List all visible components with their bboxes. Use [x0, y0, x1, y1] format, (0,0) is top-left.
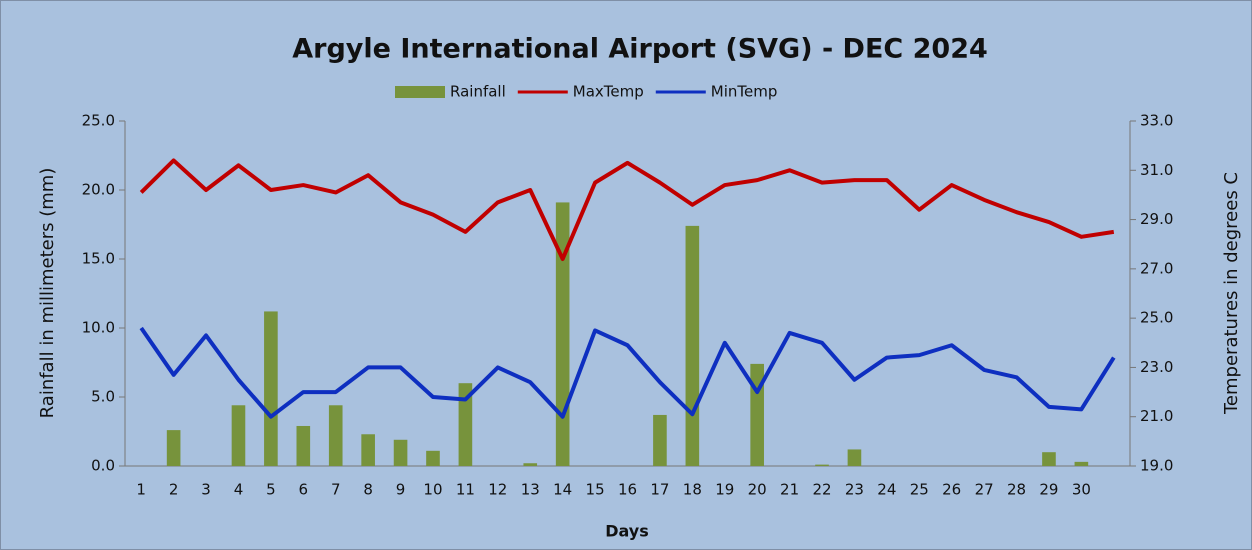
y-tick-label: 10.0 — [82, 319, 115, 337]
x-tick-label: 19 — [715, 481, 734, 499]
chart-title: Argyle International Airport (SVG) - DEC… — [292, 34, 988, 65]
x-tick-label: 29 — [1039, 481, 1058, 499]
legend-label: MinTemp — [711, 83, 778, 101]
x-tick-label: 24 — [877, 481, 896, 499]
x-tick-label: 25 — [910, 481, 929, 499]
bar — [653, 414, 667, 466]
x-tick-label: 12 — [488, 481, 507, 499]
bar — [750, 363, 764, 466]
y2-tick-label: 31.0 — [1140, 161, 1173, 179]
x-tick-label: 1 — [136, 481, 146, 499]
y2-tick-label: 19.0 — [1140, 457, 1173, 475]
x-axis-title: Days — [605, 522, 649, 541]
x-tick-label: 11 — [456, 481, 475, 499]
x-tick-label: 5 — [266, 481, 276, 499]
x-tick-label: 27 — [975, 481, 994, 499]
y2-axis-title: Temperatures in degrees C — [1221, 172, 1242, 415]
x-tick-label: 4 — [234, 481, 244, 499]
x-tick-label: 10 — [423, 481, 442, 499]
x-tick-label: 23 — [845, 481, 864, 499]
x-tick-label: 14 — [553, 481, 572, 499]
bar — [328, 405, 343, 466]
bar — [361, 434, 375, 466]
x-tick-label: 28 — [1007, 481, 1026, 499]
y-tick-label: 15.0 — [82, 250, 115, 268]
x-tick-label: 16 — [618, 481, 637, 499]
x-tick-label: 20 — [748, 481, 767, 499]
x-tick-label: 6 — [299, 481, 309, 499]
bar — [166, 430, 181, 466]
y2-tick-label: 33.0 — [1140, 112, 1173, 130]
x-tick-label: 8 — [363, 481, 373, 499]
x-tick-label: 15 — [586, 481, 605, 499]
legend-label: MaxTemp — [573, 83, 644, 101]
bar — [847, 449, 862, 466]
legend-swatch — [395, 86, 445, 98]
x-tick-label: 2 — [169, 481, 179, 499]
y-axis-title: Rainfall in millimeters (mm) — [37, 168, 58, 419]
y-tick-label: 20.0 — [82, 181, 115, 199]
legend-label: Rainfall — [450, 83, 506, 101]
bar — [685, 225, 700, 466]
bar — [296, 425, 311, 466]
x-tick-label: 18 — [683, 481, 702, 499]
x-tick-label: 22 — [812, 481, 831, 499]
line — [139, 326, 1116, 419]
bar — [523, 463, 538, 466]
x-tick-label: 17 — [650, 481, 669, 499]
y2-tick-label: 25.0 — [1140, 309, 1173, 327]
y-tick-label: 0.0 — [91, 457, 115, 475]
y2-tick-label: 27.0 — [1140, 259, 1173, 277]
bar — [393, 439, 408, 466]
y2-tick-label: 29.0 — [1140, 210, 1173, 228]
x-tick-label: 21 — [780, 481, 799, 499]
y2-tick-label: 23.0 — [1140, 358, 1173, 376]
x-tick-label: 30 — [1072, 481, 1091, 499]
line — [139, 158, 1115, 261]
x-tick-label: 26 — [942, 481, 961, 499]
bar — [264, 311, 278, 466]
y2-tick-label: 21.0 — [1140, 407, 1173, 425]
bar — [426, 450, 440, 466]
x-tick-label: 9 — [396, 481, 406, 499]
bar — [815, 464, 829, 466]
bar — [1042, 452, 1056, 466]
bar — [555, 202, 570, 467]
y-tick-label: 5.0 — [91, 388, 115, 406]
x-tick-label: 7 — [331, 481, 341, 499]
y-tick-label: 25.0 — [82, 112, 115, 130]
bar — [458, 383, 473, 466]
x-tick-label: 13 — [521, 481, 540, 499]
bar — [231, 405, 246, 466]
bar — [1074, 461, 1089, 466]
x-tick-label: 3 — [201, 481, 211, 499]
